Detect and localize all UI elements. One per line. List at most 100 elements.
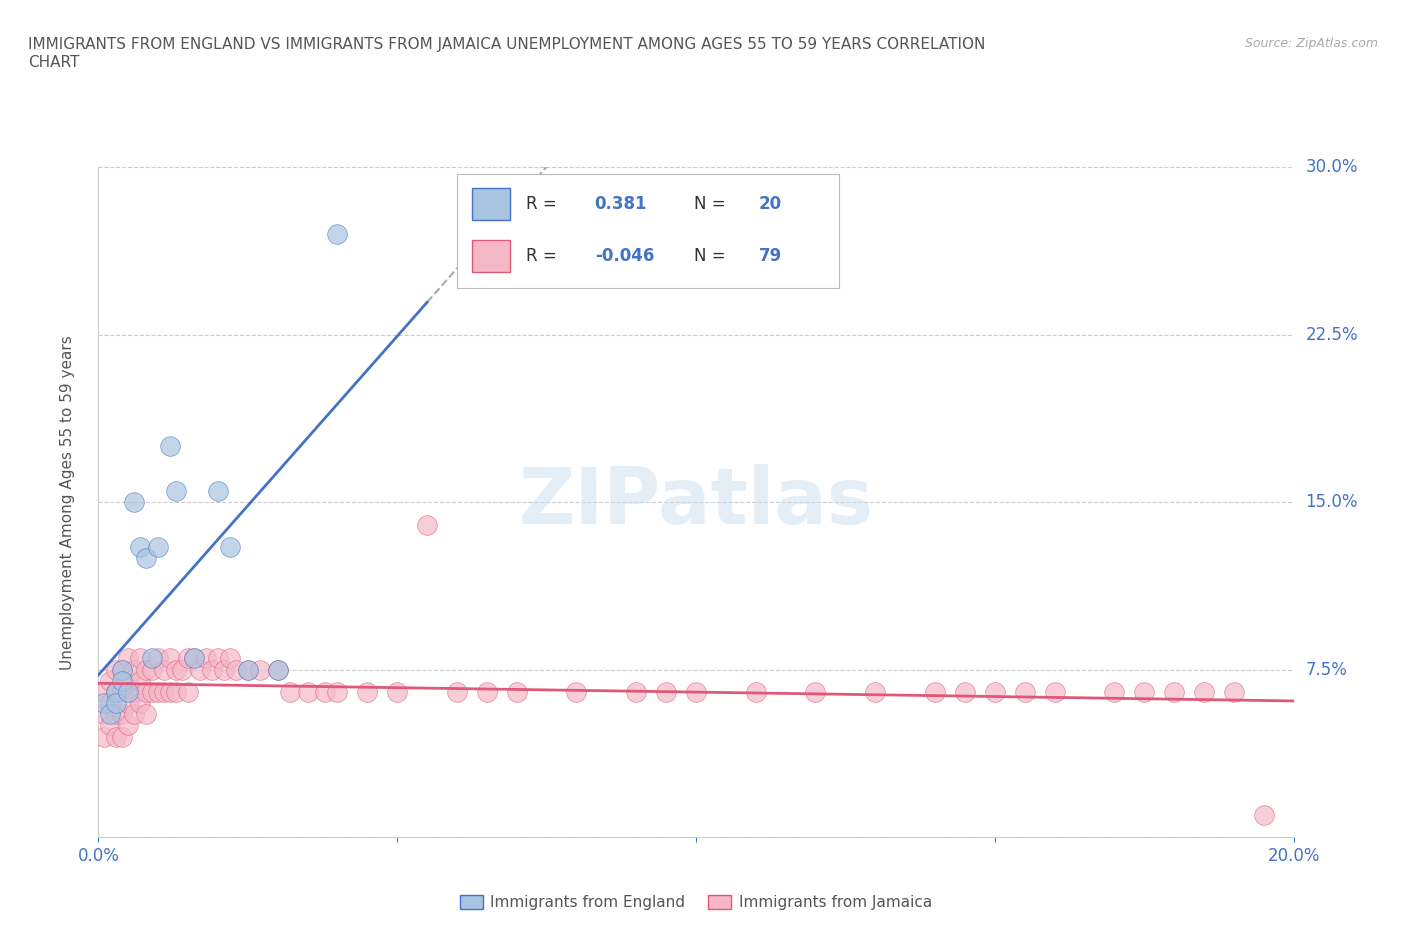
Point bbox=[117, 718, 139, 733]
Point bbox=[93, 696, 115, 711]
Text: 30.0%: 30.0% bbox=[1305, 158, 1358, 177]
Point bbox=[924, 684, 946, 699]
Point bbox=[236, 662, 259, 677]
Point bbox=[249, 662, 271, 677]
Point bbox=[105, 684, 128, 699]
Text: IMMIGRANTS FROM ENGLAND VS IMMIGRANTS FROM JAMAICA UNEMPLOYMENT AMONG AGES 55 TO: IMMIGRANTS FROM ENGLAND VS IMMIGRANTS FR… bbox=[28, 37, 986, 70]
Text: ZIPatlas: ZIPatlas bbox=[519, 464, 873, 540]
Point bbox=[111, 729, 134, 744]
Point bbox=[212, 662, 235, 677]
Text: 22.5%: 22.5% bbox=[1305, 326, 1358, 344]
Point bbox=[655, 684, 678, 699]
Point bbox=[148, 651, 170, 666]
Text: Source: ZipAtlas.com: Source: ZipAtlas.com bbox=[1244, 37, 1378, 50]
Point bbox=[1253, 807, 1275, 822]
Point bbox=[506, 684, 529, 699]
Point bbox=[105, 662, 128, 677]
Point bbox=[105, 729, 128, 744]
Point bbox=[385, 684, 409, 699]
Point bbox=[129, 673, 152, 688]
Point bbox=[135, 551, 157, 565]
Point bbox=[165, 662, 187, 677]
Point bbox=[98, 673, 122, 688]
Point bbox=[117, 673, 139, 688]
Y-axis label: Unemployment Among Ages 55 to 59 years: Unemployment Among Ages 55 to 59 years bbox=[60, 335, 75, 670]
Point bbox=[141, 662, 163, 677]
Point bbox=[111, 673, 134, 688]
Point bbox=[111, 684, 134, 699]
Point bbox=[172, 662, 194, 677]
Point bbox=[135, 684, 157, 699]
Point bbox=[1133, 684, 1156, 699]
Point bbox=[194, 651, 218, 666]
Point bbox=[98, 707, 122, 722]
Point bbox=[159, 651, 181, 666]
Point bbox=[93, 729, 115, 744]
Point bbox=[356, 684, 378, 699]
Legend: Immigrants from England, Immigrants from Jamaica: Immigrants from England, Immigrants from… bbox=[454, 889, 938, 916]
Point bbox=[267, 662, 290, 677]
Point bbox=[159, 684, 181, 699]
Text: 7.5%: 7.5% bbox=[1305, 660, 1347, 679]
Point bbox=[188, 662, 211, 677]
Point bbox=[326, 684, 349, 699]
Point bbox=[105, 684, 128, 699]
Point bbox=[177, 651, 200, 666]
Point bbox=[148, 539, 170, 554]
Point bbox=[177, 684, 200, 699]
Point bbox=[153, 684, 176, 699]
Point bbox=[1223, 684, 1246, 699]
Point bbox=[685, 684, 707, 699]
Point bbox=[207, 484, 229, 498]
Point bbox=[135, 662, 157, 677]
Point bbox=[624, 684, 647, 699]
Point bbox=[1163, 684, 1185, 699]
Point bbox=[117, 684, 139, 699]
Point bbox=[165, 484, 187, 498]
Point bbox=[141, 651, 163, 666]
Point bbox=[124, 684, 146, 699]
Point bbox=[804, 684, 827, 699]
Text: 15.0%: 15.0% bbox=[1305, 493, 1358, 512]
Point bbox=[129, 651, 152, 666]
Point bbox=[124, 662, 146, 677]
Point bbox=[278, 684, 301, 699]
Point bbox=[565, 684, 588, 699]
Point bbox=[148, 684, 170, 699]
Point bbox=[129, 539, 152, 554]
Point bbox=[416, 517, 439, 532]
Point bbox=[953, 684, 976, 699]
Point bbox=[111, 662, 134, 677]
Point bbox=[98, 718, 122, 733]
Point bbox=[153, 662, 176, 677]
Point bbox=[159, 439, 181, 454]
Point bbox=[93, 707, 115, 722]
Point bbox=[326, 227, 349, 242]
Point bbox=[475, 684, 498, 699]
Point bbox=[225, 662, 247, 677]
Point bbox=[297, 684, 319, 699]
Point bbox=[105, 696, 128, 711]
Point bbox=[219, 539, 242, 554]
Point bbox=[865, 684, 887, 699]
Point bbox=[98, 696, 122, 711]
Point bbox=[105, 707, 128, 722]
Point bbox=[124, 495, 146, 510]
Point bbox=[201, 662, 224, 677]
Point bbox=[446, 684, 468, 699]
Point bbox=[1043, 684, 1066, 699]
Point bbox=[219, 651, 242, 666]
Point bbox=[1192, 684, 1215, 699]
Point bbox=[1104, 684, 1126, 699]
Point bbox=[124, 707, 146, 722]
Point bbox=[93, 684, 115, 699]
Point bbox=[183, 651, 205, 666]
Point bbox=[267, 662, 290, 677]
Point bbox=[111, 662, 134, 677]
Point bbox=[117, 696, 139, 711]
Point bbox=[745, 684, 768, 699]
Point bbox=[236, 662, 259, 677]
Point bbox=[165, 684, 187, 699]
Point bbox=[129, 696, 152, 711]
Point bbox=[117, 651, 139, 666]
